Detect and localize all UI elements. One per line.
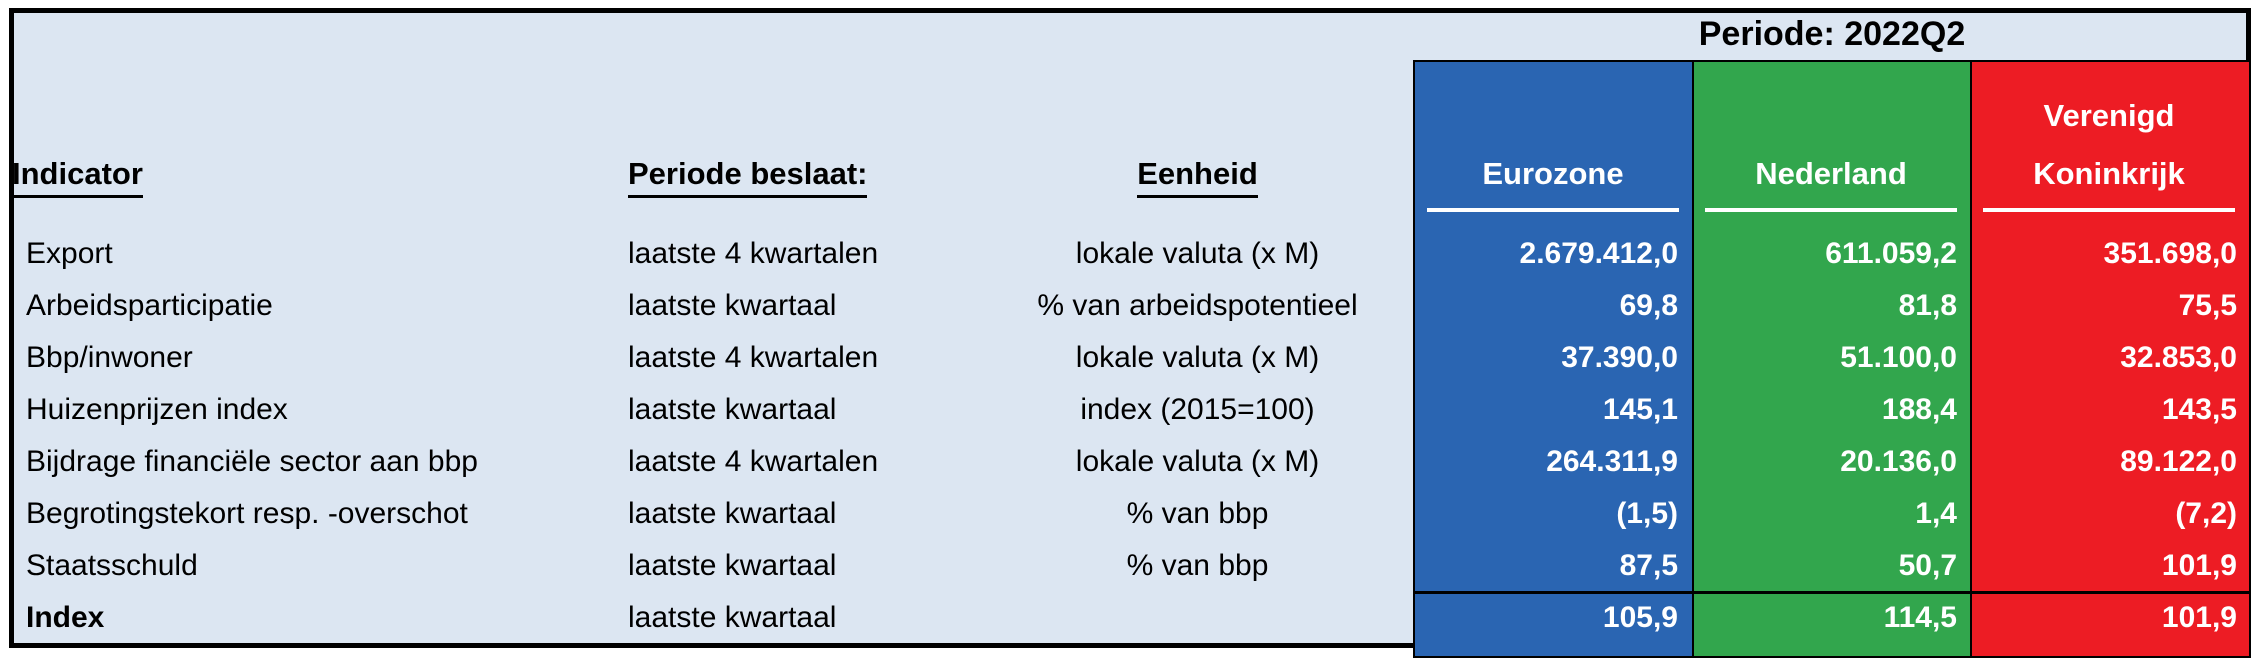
unit-cell: % van bbp — [1126, 549, 1269, 582]
uk-value-cell: 143,5 — [2161, 393, 2237, 426]
period-header: Periode: 2022Q2 — [1698, 14, 1966, 53]
nederland-column-header: Nederland — [1705, 66, 1957, 212]
uk-value-cell: 32.853,0 — [2120, 341, 2237, 374]
nederland-value-cell: 114,5 — [1883, 601, 1957, 634]
indicator-header-label: Indicator — [12, 156, 143, 198]
nederland-value-cell: 81,8 — [1898, 289, 1957, 322]
indicator-cell: Arbeidsparticipatie — [26, 289, 273, 322]
indicator-cell: Export — [26, 237, 113, 270]
indicator-cell: Huizenprijzen index — [26, 393, 288, 426]
eurozone-value-cell: 2.679.412,0 — [1519, 237, 1678, 270]
period-cell: laatste 4 kwartalen — [628, 237, 879, 270]
period-cell: laatste kwartaal — [628, 601, 837, 634]
unit-cell: % van bbp — [1126, 497, 1269, 530]
period-cell: laatste 4 kwartalen — [628, 341, 879, 374]
region-columns-block — [1413, 60, 2251, 658]
unit-cell: lokale valuta (x M) — [1075, 445, 1320, 478]
indicator-cell: Bijdrage financiële sector aan bbp — [26, 445, 478, 478]
indicator-cell: Bbp/inwoner — [26, 341, 193, 374]
unit-cell: lokale valuta (x M) — [1075, 341, 1320, 374]
eurozone-value-cell: (1,5) — [1616, 497, 1678, 530]
eurozone-value-cell: 105,9 — [1602, 601, 1678, 634]
uk-value-cell: 101,9 — [2161, 601, 2237, 634]
period-cell: laatste kwartaal — [628, 393, 837, 426]
uk-value-cell: (7,2) — [2175, 497, 2237, 530]
unit-column-header: Eenheid — [985, 156, 1410, 198]
eurozone-value-cell: 87,5 — [1619, 549, 1678, 582]
nederland-value-cell: 188,4 — [1881, 393, 1957, 426]
indicator-cell: Staatsschuld — [26, 549, 198, 582]
period-cell: laatste kwartaal — [628, 497, 837, 530]
eurozone-header-label: Eurozone — [1482, 156, 1624, 191]
uk-header-label-line2: Koninkrijk — [2033, 156, 2185, 191]
nederland-value-cell: 20.136,0 — [1840, 445, 1957, 478]
unit-cell: % van arbeidspotentieel — [1037, 289, 1358, 322]
period-cell: laatste kwartaal — [628, 549, 837, 582]
unit-cell: lokale valuta (x M) — [1075, 237, 1320, 270]
eurozone-column-header: Eurozone — [1427, 66, 1679, 212]
uk-column-header: Verenigd Koninkrijk — [1983, 66, 2235, 212]
indicator-column-header: Indicator — [12, 156, 143, 198]
eurozone-value-cell: 69,8 — [1619, 289, 1678, 322]
nederland-value-cell: 50,7 — [1898, 549, 1957, 582]
eurozone-value-cell: 145,1 — [1602, 393, 1678, 426]
unit-header-label: Eenheid — [1137, 156, 1258, 198]
uk-value-cell: 75,5 — [2178, 289, 2237, 322]
eurozone-value-cell: 37.390,0 — [1561, 341, 1678, 374]
nederland-header-label: Nederland — [1755, 156, 1907, 191]
period-header-label: Periode beslaat: — [628, 156, 868, 198]
eurozone-column-background — [1415, 62, 1692, 656]
table-rows: Export laatste 4 kwartalen lokale valuta… — [0, 228, 2257, 644]
index-row-separator — [1413, 591, 2251, 594]
indicator-cell: Index — [26, 601, 105, 634]
period-cell: laatste 4 kwartalen — [628, 445, 879, 478]
uk-column-background — [1972, 62, 2249, 656]
uk-value-cell: 351.698,0 — [2103, 237, 2237, 270]
uk-header-label-line1: Verenigd — [2043, 98, 2175, 133]
unit-cell — [985, 592, 1410, 644]
period-cell: laatste kwartaal — [628, 289, 837, 322]
period-column-header: Periode beslaat: — [628, 156, 868, 198]
uk-value-cell: 101,9 — [2161, 549, 2237, 582]
nederland-value-cell: 1,4 — [1915, 497, 1957, 530]
unit-cell: index (2015=100) — [1080, 393, 1315, 426]
uk-value-cell: 89.122,0 — [2120, 445, 2237, 478]
nederland-column-background — [1693, 62, 1971, 656]
eurozone-value-cell: 264.311,9 — [1546, 445, 1678, 478]
indicator-cell: Begrotingstekort resp. -overschot — [26, 497, 468, 530]
nederland-value-cell: 51.100,0 — [1840, 341, 1957, 374]
nederland-value-cell: 611.059,2 — [1825, 237, 1957, 270]
